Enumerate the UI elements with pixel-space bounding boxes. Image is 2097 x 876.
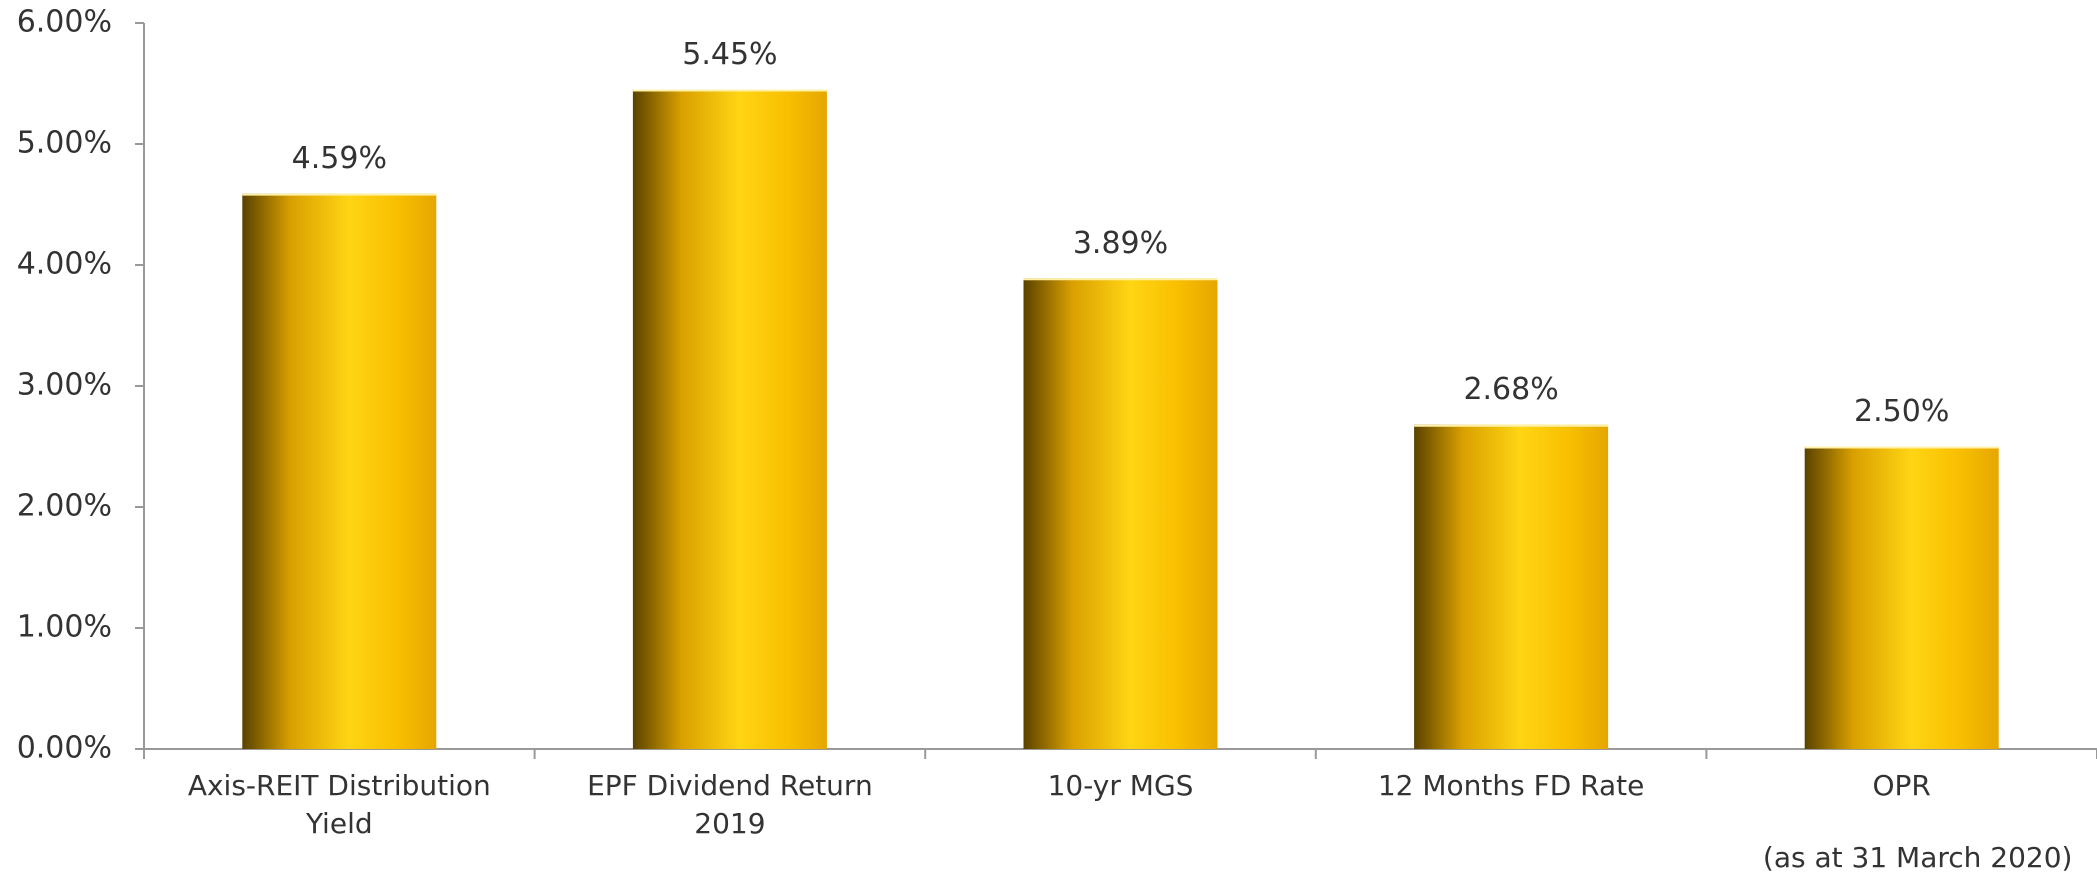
- bar: [1023, 278, 1218, 749]
- x-tick-label: 10-yr MGS: [1047, 769, 1194, 802]
- x-tick-label: EPF Dividend Return 2019: [587, 769, 873, 840]
- y-tick-label: 3.00%: [17, 368, 112, 403]
- y-tick-label: 0.00%: [17, 731, 112, 766]
- y-tick-label: 5.00%: [17, 126, 112, 161]
- bar: [1414, 424, 1609, 749]
- y-tick-label: 2.00%: [17, 489, 112, 524]
- x-tick-label: OPR: [1872, 769, 1931, 802]
- data-label: 2.68%: [1463, 372, 1558, 407]
- data-label: 4.59%: [292, 141, 387, 176]
- bar: [1804, 446, 1999, 749]
- y-tick-label: 1.00%: [17, 610, 112, 645]
- data-label: 3.89%: [1073, 226, 1168, 261]
- annotation: (as at 31 March 2020): [1762, 841, 2073, 874]
- data-label: 5.45%: [682, 37, 777, 72]
- bar: [632, 89, 827, 750]
- x-tick-label: Axis-REIT Distribution Yield: [187, 769, 491, 840]
- y-tick-label: 6.00%: [17, 5, 112, 40]
- data-label: 2.50%: [1854, 394, 1949, 429]
- y-tick-label: 4.00%: [17, 247, 112, 282]
- bar: [242, 193, 437, 750]
- x-tick-label: 12 Months FD Rate: [1377, 769, 1645, 802]
